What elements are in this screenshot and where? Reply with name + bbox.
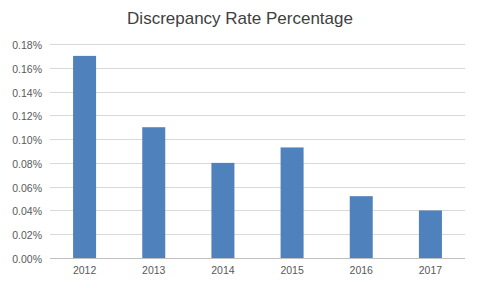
- y-tick-label: 0.14%: [12, 87, 42, 99]
- y-tick-label: 0.00%: [12, 253, 42, 265]
- y-tick-label: 0.08%: [12, 158, 42, 170]
- x-tick-label: 2017: [419, 264, 443, 276]
- grid-line: [50, 68, 465, 69]
- bars: [73, 56, 442, 258]
- grid-line: [50, 258, 465, 259]
- y-tick-label: 0.02%: [12, 229, 42, 241]
- grid-line: [50, 92, 465, 93]
- y-tick-label: 0.06%: [12, 182, 42, 194]
- grid-line: [50, 234, 465, 235]
- bar: [419, 210, 442, 258]
- grid-line: [50, 163, 465, 164]
- y-tick-label: 0.04%: [12, 205, 42, 217]
- chart-title: Discrepancy Rate Percentage: [127, 9, 353, 28]
- y-tick-label: 0.12%: [12, 110, 42, 122]
- x-tick-label: 2014: [211, 264, 235, 276]
- grid-line: [50, 44, 465, 45]
- x-tick-label: 2012: [73, 264, 97, 276]
- bar: [350, 196, 373, 258]
- x-tick-label: 2015: [280, 264, 304, 276]
- y-tick-label: 0.16%: [12, 63, 42, 75]
- grid-line: [50, 139, 465, 140]
- x-axis-line: [50, 258, 465, 259]
- y-tick-label: 0.18%: [12, 39, 42, 51]
- bar: [142, 127, 165, 258]
- x-tick-label: 2013: [142, 264, 166, 276]
- x-tick-label: 2016: [350, 264, 374, 276]
- y-tick-label: 0.10%: [12, 134, 42, 146]
- bar: [73, 56, 96, 258]
- grid-line: [50, 115, 465, 116]
- grid-line: [50, 210, 465, 211]
- bar: [281, 147, 304, 258]
- chart-svg: Discrepancy Rate Percentage 0.00% 0.02% 0.0…: [0, 0, 480, 288]
- chart-container: Discrepancy Rate Percentage 0.00% 0.02% 0.0…: [0, 0, 480, 288]
- bar: [211, 163, 234, 258]
- grid-line: [50, 187, 465, 188]
